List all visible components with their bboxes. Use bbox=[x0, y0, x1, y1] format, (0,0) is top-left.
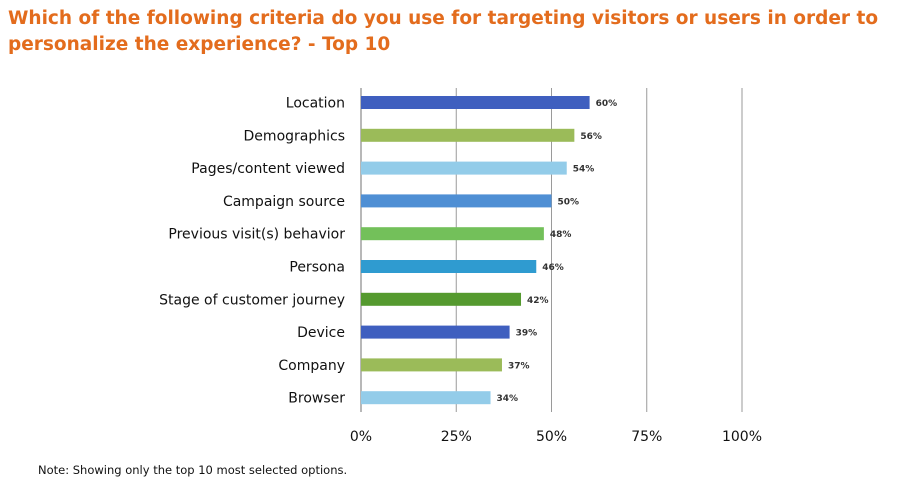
category-label: Demographics bbox=[244, 128, 345, 144]
value-label: 42% bbox=[527, 296, 549, 306]
bar bbox=[361, 194, 552, 208]
x-tick-label: 100% bbox=[722, 429, 762, 445]
x-tick-label: 0% bbox=[350, 429, 372, 445]
bar bbox=[361, 161, 567, 175]
category-label: Browser bbox=[288, 391, 345, 407]
value-labels: 60% 56% 54% 50% 48% 46% 42% 39% 37% 34% bbox=[497, 99, 618, 404]
value-label: 50% bbox=[558, 197, 580, 207]
footnote: Note: Showing only the top 10 most selec… bbox=[38, 463, 348, 477]
value-label: 39% bbox=[516, 329, 538, 339]
x-tick-label: 75% bbox=[631, 429, 662, 445]
category-label: Pages/content viewed bbox=[191, 161, 345, 177]
bar bbox=[361, 325, 510, 339]
bar bbox=[361, 358, 502, 372]
bars bbox=[361, 96, 590, 405]
value-label: 54% bbox=[573, 165, 595, 175]
bar bbox=[361, 391, 491, 405]
bar bbox=[361, 260, 537, 273]
grid-lines bbox=[360, 88, 743, 412]
value-label: 56% bbox=[580, 132, 602, 142]
value-label: 60% bbox=[596, 99, 618, 109]
value-label: 37% bbox=[508, 361, 530, 371]
bar bbox=[361, 96, 590, 109]
category-labels: Location Demographics Pages/content viewed… bbox=[159, 96, 345, 407]
x-tick-label: 25% bbox=[441, 429, 472, 445]
category-label: Stage of customer journey bbox=[159, 292, 345, 308]
value-label: 46% bbox=[542, 263, 564, 273]
x-axis-tick-labels: 0% 25% 50% 75% 100% bbox=[350, 429, 762, 445]
x-tick-label: 50% bbox=[536, 429, 567, 445]
category-label: Persona bbox=[289, 260, 345, 276]
category-label: Device bbox=[297, 325, 345, 341]
category-label: Campaign source bbox=[223, 194, 345, 210]
bar bbox=[361, 292, 522, 306]
value-label: 48% bbox=[550, 230, 572, 240]
category-label: Company bbox=[278, 358, 345, 374]
category-label: Location bbox=[286, 96, 345, 112]
bar bbox=[361, 227, 544, 241]
category-label: Previous visit(s) behavior bbox=[168, 227, 345, 243]
value-label: 34% bbox=[497, 394, 519, 404]
chart-title: Which of the following criteria do you u… bbox=[8, 8, 879, 55]
bar bbox=[361, 128, 575, 142]
